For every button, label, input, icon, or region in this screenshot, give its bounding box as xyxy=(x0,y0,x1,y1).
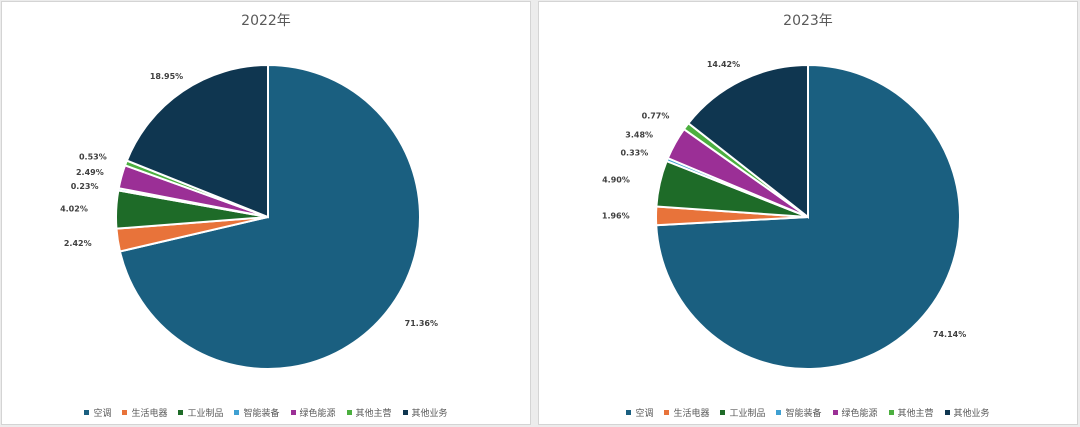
pie-chart-2023: 74.14% 1.96% 4.90% 0.33% 3.48% 0.77% 14.42% xyxy=(602,60,966,370)
legend-item-绿色能源: 绿色能源 xyxy=(290,406,336,419)
legend-swatch xyxy=(832,410,838,415)
data-label-工业制品: 4.02% xyxy=(60,205,88,214)
data-label-其他业务: 14.42% xyxy=(707,60,740,69)
legend-label: 智能装备 xyxy=(243,409,280,419)
legend-swatch xyxy=(888,410,894,415)
data-label-空调: 74.14% xyxy=(933,330,966,339)
legend-item-智能装备: 智能装备 xyxy=(234,406,280,419)
data-label-生活电器: 2.42% xyxy=(64,239,92,248)
legend-item-绿色能源: 绿色能源 xyxy=(832,406,878,419)
legend-item-生活电器: 生活电器 xyxy=(122,406,167,419)
legend-item-空调: 空调 xyxy=(626,406,653,419)
legend-swatch xyxy=(234,410,240,415)
legend-label: 绿色能源 xyxy=(299,409,336,419)
legend-swatch xyxy=(290,410,296,415)
chart-panel-2022: 2022年 71.36% 2.42% 4.02% 0.23% 2.49% 0.53% 18.… xyxy=(1,1,531,425)
pie-slice-其他业务 xyxy=(125,63,269,219)
legend-label: 其他业务 xyxy=(411,409,448,419)
data-label-其他业务: 18.95% xyxy=(150,72,183,81)
legend-item-生活电器: 生活电器 xyxy=(664,406,709,419)
legend-swatch xyxy=(626,410,632,415)
data-label-生活电器: 1.96% xyxy=(602,212,630,221)
chart-title: 2023年 xyxy=(783,13,833,29)
legend-item-其他主营: 其他主营 xyxy=(888,406,934,419)
legend: 空调 生活电器 工业制品 智能装备 绿色能源 其他主营 其他业务 xyxy=(2,406,530,419)
data-label-工业制品: 4.90% xyxy=(602,175,630,184)
legend-label: 其他主营 xyxy=(897,409,934,419)
data-label-空调: 71.36% xyxy=(405,319,438,328)
legend-swatch xyxy=(178,410,184,415)
legend-swatch xyxy=(122,410,128,415)
legend-item-其他业务: 其他业务 xyxy=(944,406,990,419)
data-label-智能装备: 0.23% xyxy=(71,182,99,191)
data-label-绿色能源: 3.48% xyxy=(625,130,653,139)
legend-swatch xyxy=(944,410,950,415)
legend-label: 生活电器 xyxy=(673,409,710,419)
data-label-其他主营: 0.77% xyxy=(642,111,670,120)
legend-item-其他业务: 其他业务 xyxy=(402,406,448,419)
data-label-智能装备: 0.33% xyxy=(620,149,648,158)
legend-item-工业制品: 工业制品 xyxy=(178,406,223,419)
legend-swatch xyxy=(776,410,782,415)
data-label-其他主营: 0.53% xyxy=(79,152,107,161)
chart-title: 2022年 xyxy=(241,13,291,29)
legend-item-其他主营: 其他主营 xyxy=(346,406,392,419)
legend-label: 其他主营 xyxy=(355,409,392,419)
legend-label: 绿色能源 xyxy=(841,409,878,419)
legend-label: 生活电器 xyxy=(131,409,168,419)
pie-slice-空调 xyxy=(118,63,421,370)
legend: 空调 生活电器 工业制品 智能装备 绿色能源 其他主营 其他业务 xyxy=(539,406,1077,419)
legend-item-智能装备: 智能装备 xyxy=(776,406,822,419)
legend-label: 空调 xyxy=(635,409,654,419)
pie-slice-其他业务 xyxy=(686,63,809,220)
pie-chart-2022: 71.36% 2.42% 4.02% 0.23% 2.49% 0.53% 18.95% xyxy=(60,63,438,370)
legend-swatch xyxy=(84,410,90,415)
chart-panel-2023: 2023年 74.14% 1.96% 4.90% 0.33% 3.48% 0.77% 14.… xyxy=(538,1,1078,425)
legend-swatch xyxy=(346,410,352,415)
legend-item-工业制品: 工业制品 xyxy=(720,406,765,419)
legend-swatch xyxy=(720,410,726,415)
data-label-绿色能源: 2.49% xyxy=(76,168,104,177)
legend-swatch xyxy=(664,410,670,415)
legend-label: 工业制品 xyxy=(729,409,766,419)
legend-item-空调: 空调 xyxy=(84,406,111,419)
legend-label: 智能装备 xyxy=(785,409,822,419)
legend-label: 工业制品 xyxy=(187,409,224,419)
legend-label: 其他业务 xyxy=(953,409,990,419)
legend-swatch xyxy=(402,410,408,415)
legend-label: 空调 xyxy=(93,409,112,419)
